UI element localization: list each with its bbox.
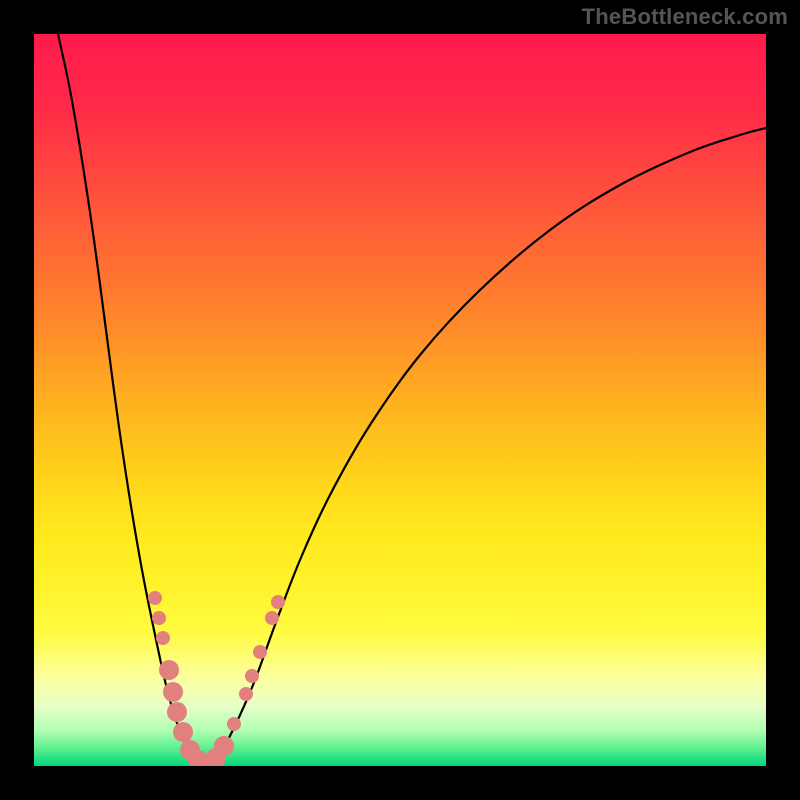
data-marker [253,645,267,659]
watermark-text: TheBottleneck.com [582,4,788,30]
data-marker [271,595,285,609]
plot-area [34,34,766,766]
chart-svg [34,34,766,766]
data-marker [265,611,279,625]
data-marker [156,631,170,645]
data-marker [163,682,183,702]
data-marker [152,611,166,625]
data-marker [148,591,162,605]
data-marker [173,722,193,742]
data-marker [227,717,241,731]
data-marker [239,687,253,701]
data-marker [167,702,187,722]
chart-container: TheBottleneck.com [0,0,800,800]
bottleneck-curve [58,34,766,763]
data-marker [245,669,259,683]
data-marker [214,736,234,756]
data-marker [159,660,179,680]
